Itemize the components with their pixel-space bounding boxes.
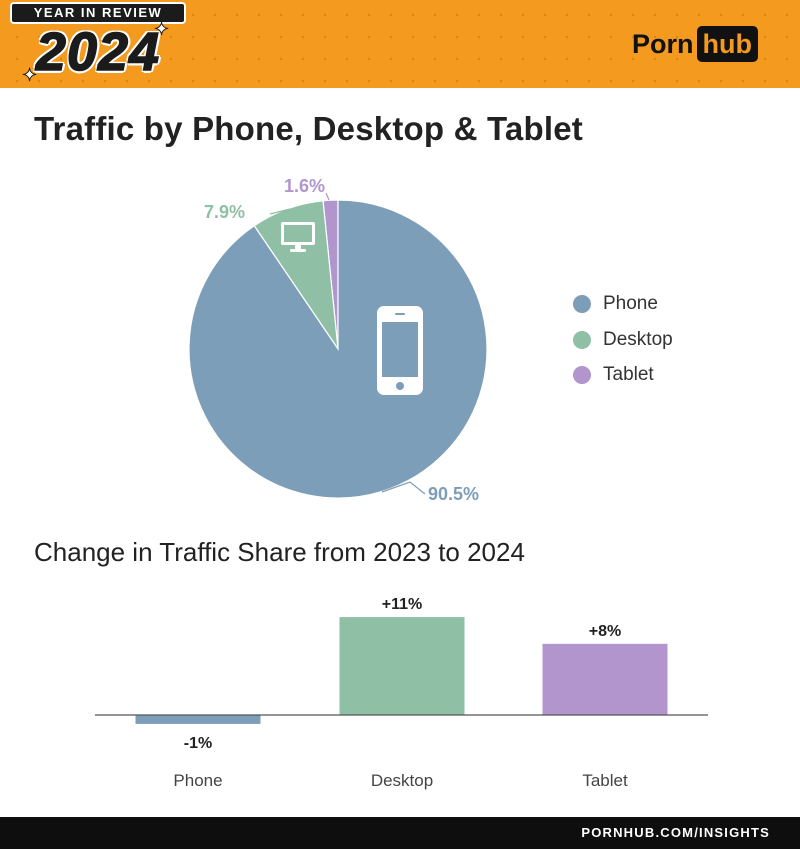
bar-chart: -1% Phone +11% Desktop +8% Tablet [95,596,708,790]
brand-logo-right: hub [696,26,758,62]
brand-logo-left: Porn [632,29,694,59]
pie-value-label-tablet: 1.6% [284,176,325,196]
header-banner: YEAR IN REVIEW 2024 ✦ ✦ Porn hub [0,0,800,88]
bar-marks: -1% Phone +11% Desktop +8% Tablet [135,596,668,790]
pie-leader-line-tablet [325,192,330,201]
year-in-review-label: YEAR IN REVIEW [33,5,163,20]
pie-slice-phone [188,199,488,499]
bar-tablet [542,643,668,715]
footer: PORNHUB.COM/INSIGHTS [0,817,800,849]
legend-swatch-phone [573,295,591,313]
bar-category-label-tablet: Tablet [582,771,628,790]
pie-icons [281,222,423,395]
pie-value-label-desktop: 7.9% [204,202,245,222]
bar-phone [135,715,261,724]
phone-icon [377,306,423,395]
sparkle-icon: ✦ [153,19,170,39]
pie-slices [188,199,488,499]
legend-label-phone: Phone [603,293,658,314]
legend-swatch-desktop [573,331,591,349]
bar-value-label-phone: -1% [184,735,212,752]
legend-label-tablet: Tablet [603,364,654,385]
page-title: Traffic by Phone, Desktop & Tablet [34,110,583,147]
bar-category-label-phone: Phone [173,771,222,790]
brand-logo: Porn hub [632,25,758,63]
year-in-review-badge: YEAR IN REVIEW 2024 ✦ ✦ [8,4,188,85]
monitor-icon [281,222,315,252]
footer-link[interactable]: PORNHUB.COM/INSIGHTS [581,825,770,840]
bar-value-label-desktop: +11% [382,596,422,613]
year-label: 2024 [35,21,161,83]
sparkle-icon: ✦ [21,65,38,85]
year-in-review-label-box: YEAR IN REVIEW [12,4,184,22]
pie-chart: 90.5% 7.9% 1.6% [188,176,488,504]
bar-desktop [339,617,465,715]
pie-labels: 90.5% 7.9% 1.6% [204,176,479,504]
pie-leader-line-desktop [269,208,291,215]
bar-value-label-tablet: +8% [589,623,621,640]
legend-label-desktop: Desktop [603,329,673,350]
bar-chart-title: Change in Traffic Share from 2023 to 202… [34,537,525,567]
pie-value-label-phone: 90.5% [428,484,479,504]
legend-swatch-tablet [573,366,591,384]
pie-leader-line-phone [381,481,426,495]
bar-category-label-desktop: Desktop [371,771,433,790]
